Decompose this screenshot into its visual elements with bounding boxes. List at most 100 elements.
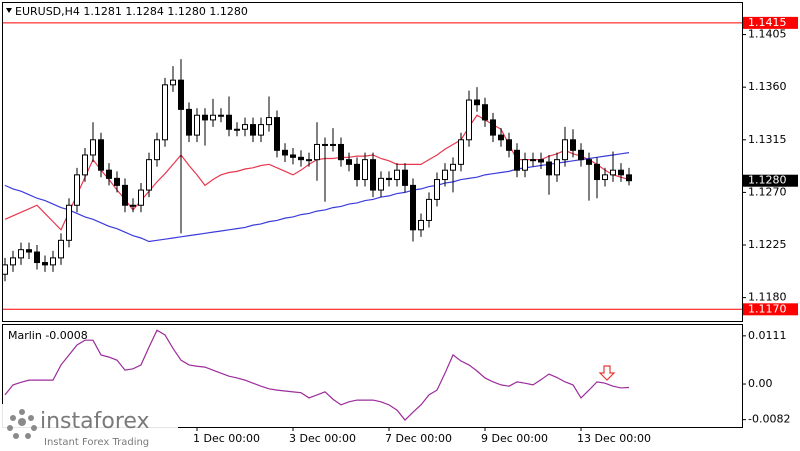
logo-icon <box>7 409 37 439</box>
candle-body <box>362 159 368 181</box>
candle-body <box>290 154 296 158</box>
candle-body <box>146 159 152 191</box>
candle-body <box>50 257 56 266</box>
candle-body <box>442 169 448 181</box>
candle-body <box>578 149 584 161</box>
candle-body <box>58 239 64 259</box>
y-tick-label: 1.1270 <box>748 185 787 198</box>
y-tick-label: 1.1225 <box>748 238 787 251</box>
y-tick-label: 1.1405 <box>748 28 787 41</box>
candle-body <box>266 117 272 126</box>
candle-body <box>322 143 328 146</box>
candle-body <box>210 114 216 121</box>
candle-body <box>346 159 352 165</box>
candle-body <box>610 169 616 176</box>
x-tick-label: 13 Dec 00:00 <box>577 432 651 445</box>
candle-body <box>482 104 488 121</box>
candle-body <box>434 179 440 200</box>
candle-body <box>426 198 432 221</box>
candle-body <box>554 159 560 176</box>
watermark: instaforex Instant Forex Trading <box>0 404 178 451</box>
candle-body <box>42 262 48 266</box>
candle-body <box>170 79 176 86</box>
marks: 1.1405 1.1360 1.1315 1.1270 1.1225 1.1180 1.14… <box>2 16 798 445</box>
candle-body <box>626 174 632 182</box>
level-label-box <box>743 303 798 316</box>
candle-body <box>258 124 264 136</box>
y-tick-label: 1.1360 <box>748 80 787 93</box>
candle-body <box>282 149 288 156</box>
candle-body <box>178 79 184 110</box>
candle-body <box>274 117 280 151</box>
x-tick-label: 3 Dec 00:00 <box>289 432 356 445</box>
candle-body <box>66 204 72 241</box>
title-icon <box>6 8 12 13</box>
candle-body <box>234 128 240 131</box>
candle-body <box>514 149 520 171</box>
candle-body <box>26 249 32 253</box>
candle-body <box>202 114 208 121</box>
candle-body <box>218 114 224 117</box>
candle-body <box>90 139 96 156</box>
candle-body <box>354 163 360 181</box>
x-tick-label: 9 Dec 00:00 <box>481 432 548 445</box>
candle-body <box>34 251 40 264</box>
candle-body <box>546 161 552 176</box>
x-tick-label: 1 Dec 00:00 <box>193 432 260 445</box>
candle-body <box>410 184 416 231</box>
candle-body <box>418 219 424 231</box>
candle-body <box>378 177 384 191</box>
candle-body <box>154 139 160 161</box>
chart-title: EURUSD,H4 1.1281 1.1284 1.1280 1.1280 <box>15 5 248 18</box>
level-label-box <box>743 16 798 29</box>
candle-body <box>466 99 472 141</box>
candle-body <box>474 99 480 106</box>
candle-body <box>522 159 528 171</box>
candle-body <box>226 114 232 130</box>
candle-body <box>2 264 8 275</box>
candle-body <box>242 124 248 130</box>
candle-body <box>538 159 544 163</box>
candle-body <box>594 163 600 181</box>
candle-body <box>602 174 608 181</box>
candle-body <box>498 134 504 141</box>
y-tick-label: 0.00 <box>748 377 773 390</box>
watermark-bg <box>0 404 178 451</box>
candle-body <box>98 139 104 171</box>
indicator-title: Marlin -0.0008 <box>8 329 88 342</box>
candle-body <box>18 249 24 259</box>
candle-body <box>74 174 80 206</box>
price-panel-frame <box>2 2 743 322</box>
arrow <box>598 365 616 381</box>
candle-body <box>562 139 568 161</box>
candle-body <box>530 159 536 162</box>
watermark-name: instaforex <box>40 409 150 434</box>
candle-body <box>122 184 128 206</box>
last-price-label: 1.1280 <box>748 174 787 187</box>
candle-body <box>490 119 496 136</box>
candle-body <box>114 177 120 186</box>
y-tick-label: 1.1315 <box>748 133 787 146</box>
candle-body <box>10 257 16 266</box>
candle-body <box>106 169 112 179</box>
candle-body <box>506 139 512 151</box>
watermark-tagline: Instant Forex Trading <box>44 437 149 448</box>
candle-body <box>618 169 624 176</box>
candle-body <box>138 189 144 206</box>
y-tick-label: 1.1180 <box>748 291 787 304</box>
y-tick-label: 0.0111 <box>748 329 787 342</box>
last-price-box <box>743 174 798 187</box>
candle-body <box>386 177 392 181</box>
candle-body <box>586 159 592 165</box>
candle-body <box>130 204 136 207</box>
y-tick-label: -0.0082 <box>748 413 790 426</box>
candle-body <box>194 114 200 136</box>
indicator-panel-frame <box>2 324 743 428</box>
candle-body <box>186 108 192 136</box>
candle-body <box>82 154 88 176</box>
level-label: 1.1170 <box>748 302 787 315</box>
x-tick-label: 7 Dec 00:00 <box>385 432 452 445</box>
candle-body <box>458 139 464 165</box>
